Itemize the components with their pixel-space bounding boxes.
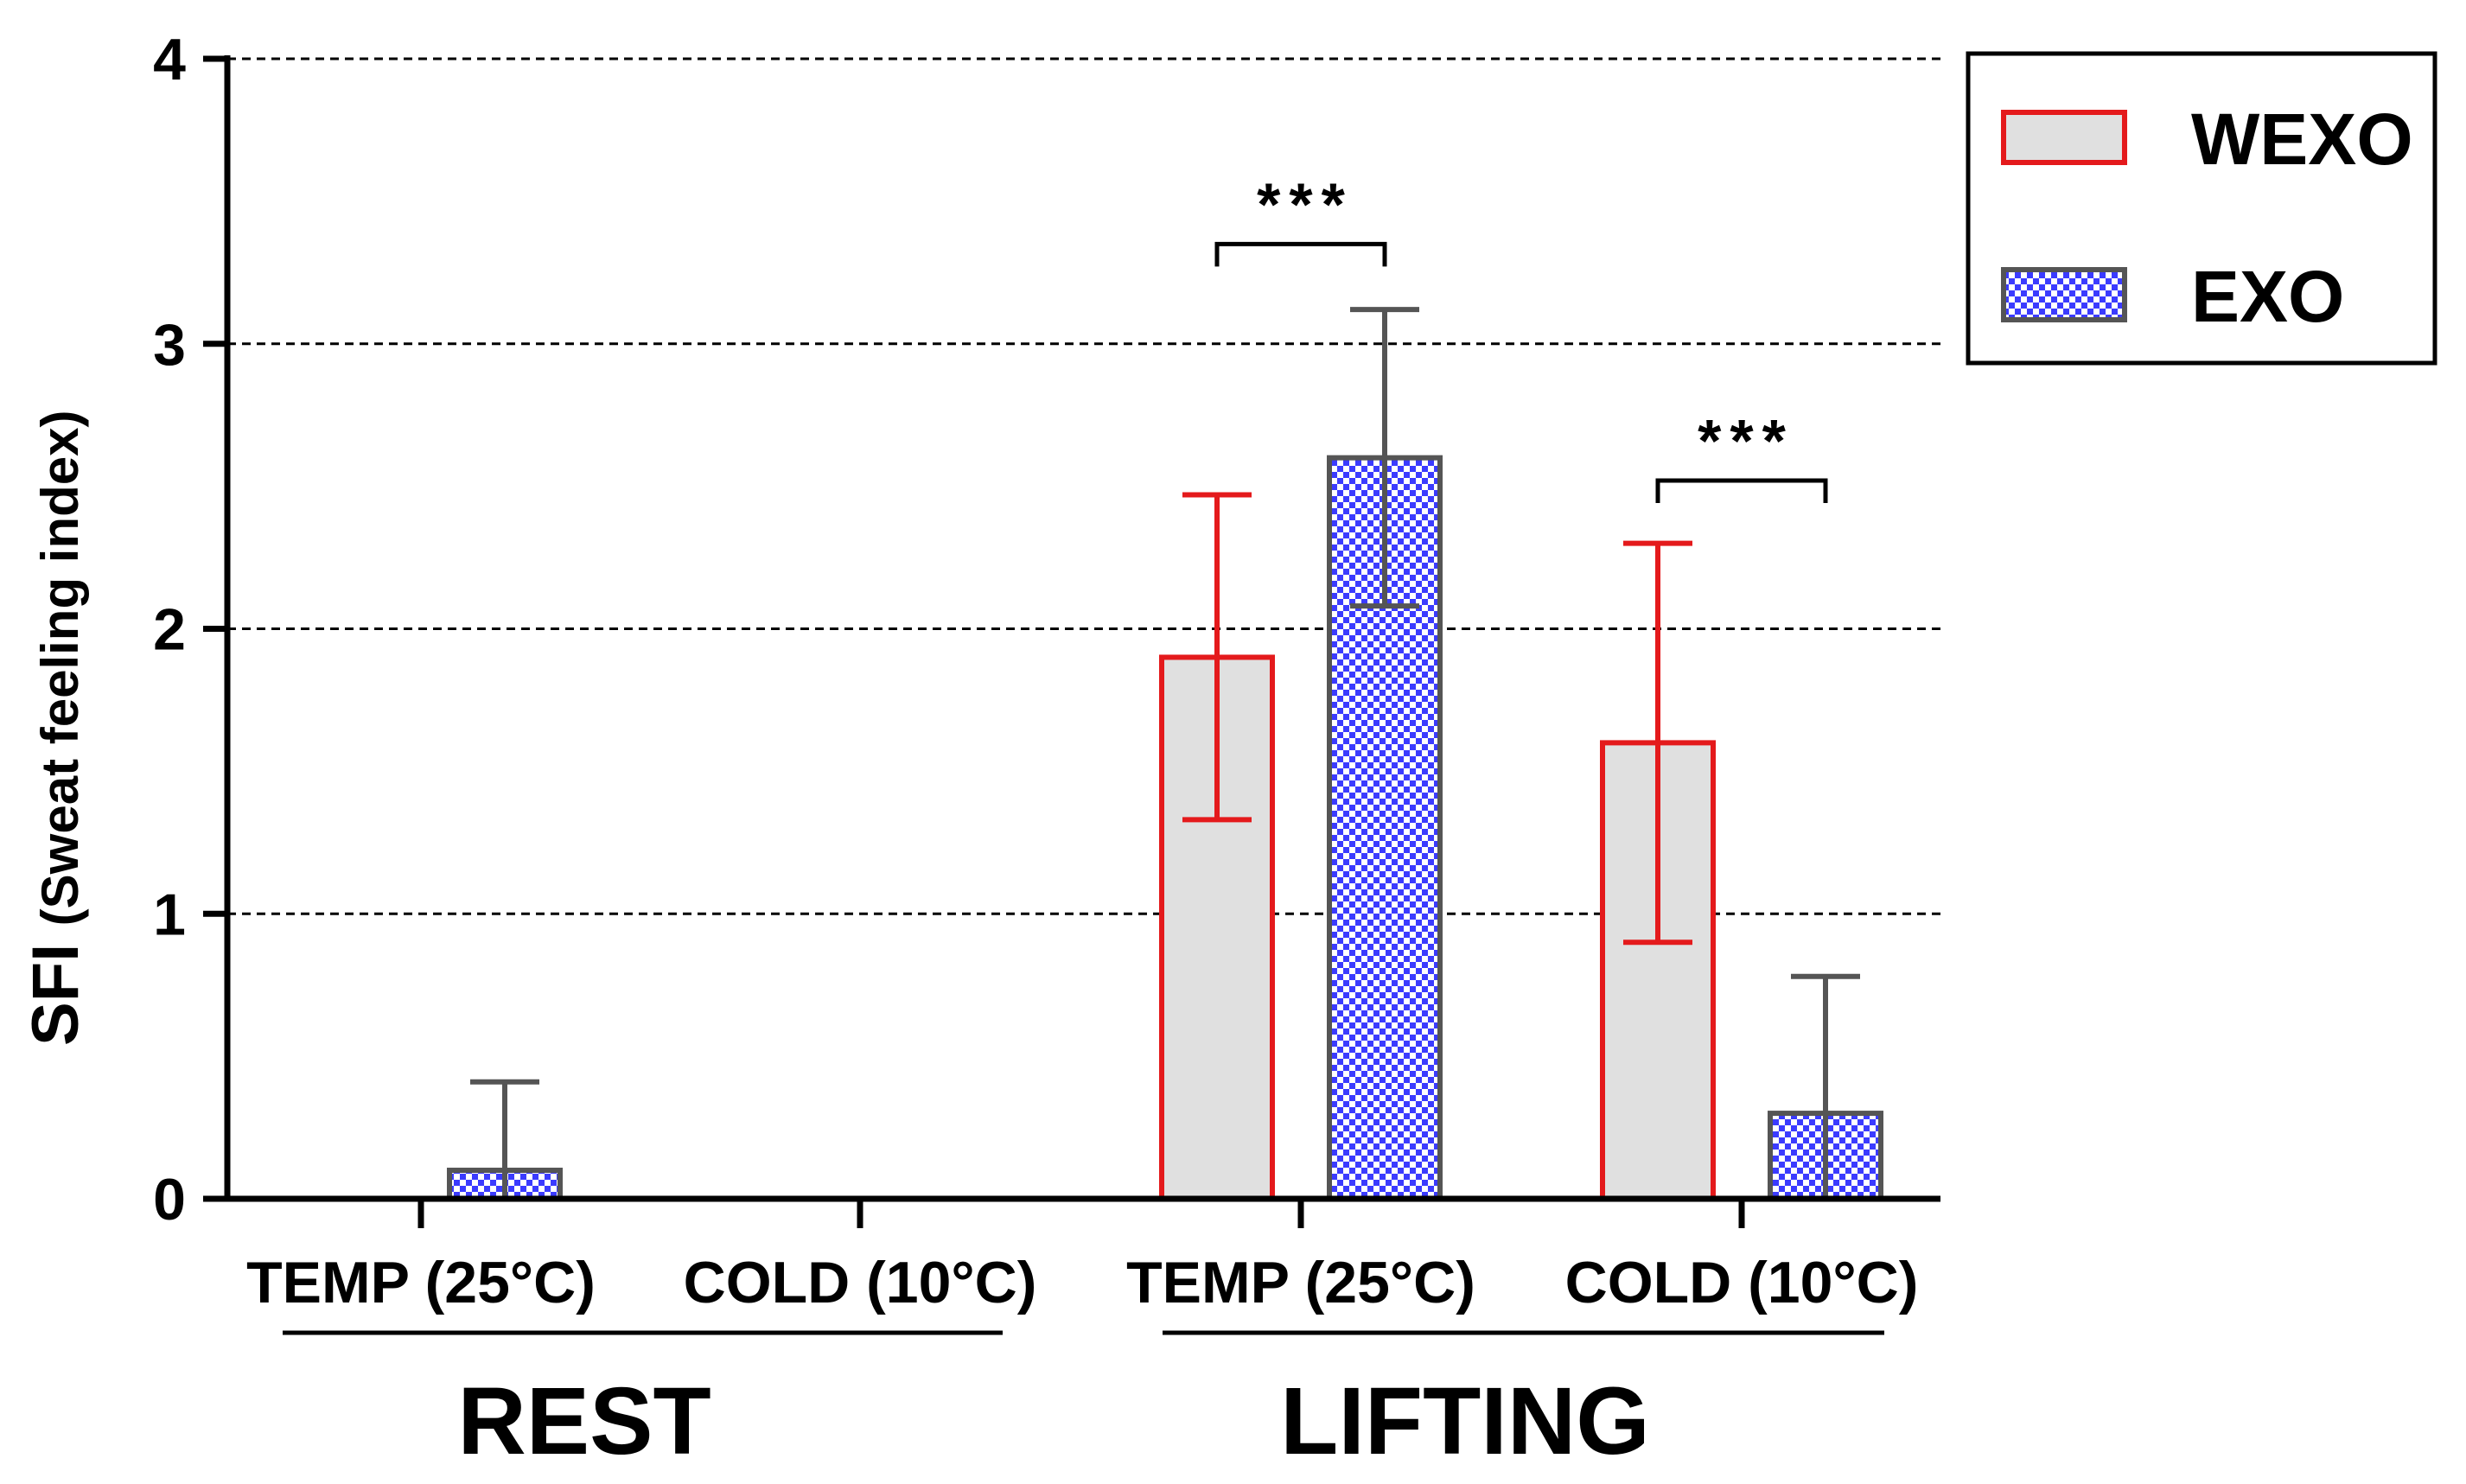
legend-label-wexo: WEXO xyxy=(2191,99,2413,180)
error-bar-wexo-2 xyxy=(1182,492,1252,823)
y-tick-label-2: 2 xyxy=(153,597,186,663)
x-category-label-2: TEMP (25°C) xyxy=(1126,1250,1475,1315)
error-bars xyxy=(470,307,1860,1199)
group-label-rest: REST xyxy=(457,1368,710,1474)
group-label-lifting: LIFTING xyxy=(1280,1368,1650,1474)
y-tick-label-0: 0 xyxy=(153,1167,186,1232)
significance-bracket-1 xyxy=(1655,478,1828,504)
y-tick-label-1: 1 xyxy=(153,882,186,947)
y-axis-label-main: SFI xyxy=(19,944,92,1046)
legend: WEXO EXO xyxy=(1966,51,2437,366)
bars xyxy=(447,455,1883,1202)
y-tick-labels: 0 1 2 3 4 xyxy=(153,27,186,1232)
x-category-label-1: COLD (10°C) xyxy=(684,1250,1037,1315)
y-tick-label-3: 3 xyxy=(153,312,186,378)
legend-label-exo: EXO xyxy=(2191,256,2344,337)
error-bar-wexo-3 xyxy=(1623,540,1692,946)
error-bar-exo-2 xyxy=(1350,307,1419,609)
significance-bracket-0 xyxy=(1214,241,1387,267)
x-category-labels: TEMP (25°C) COLD (10°C) REST TEMP (25°C) COL… xyxy=(246,1250,1918,1474)
y-axis-label-sub: (Sweat feeling index) xyxy=(31,411,89,927)
error-bar-exo-0 xyxy=(470,1079,539,1199)
y-axis-label: SFI (Sweat feeling index) xyxy=(19,411,92,1046)
legend-swatch-wexo xyxy=(2001,110,2127,165)
significance-markers: *** *** xyxy=(1214,170,1828,504)
y-tick-label-4: 4 xyxy=(153,27,186,92)
legend-swatch-exo xyxy=(2001,267,2127,322)
significance-label-1: *** xyxy=(1698,407,1794,474)
x-category-label-0: TEMP (25°C) xyxy=(246,1250,596,1315)
x-category-label-3: COLD (10°C) xyxy=(1565,1250,1919,1315)
axes xyxy=(203,55,1940,1228)
error-bar-exo-3 xyxy=(1791,973,1860,1199)
significance-label-0: *** xyxy=(1257,170,1354,238)
